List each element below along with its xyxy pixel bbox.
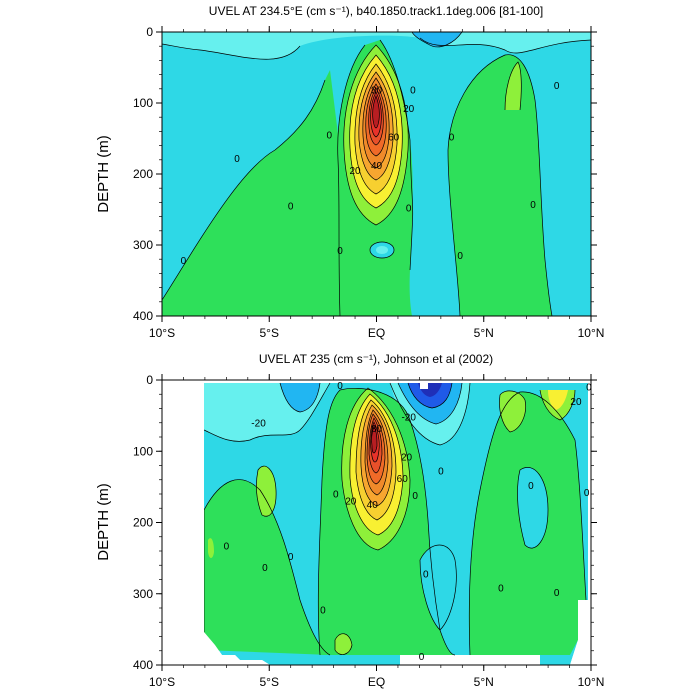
contour-label: -20 [251, 418, 266, 429]
fill-lime-deep [335, 633, 352, 655]
x-tick-label: 5°N [474, 675, 494, 689]
y-tick-label: 200 [133, 516, 153, 530]
y-tick-label: 200 [133, 167, 153, 181]
contour-lines-bottom [203, 382, 587, 656]
fill-green-south [162, 70, 350, 316]
contour-label: 0 [288, 552, 294, 563]
contour-label: 80 [371, 86, 383, 97]
y-tick-label: 300 [133, 587, 153, 601]
contour-label: 0 [438, 467, 444, 478]
panel-top-title: UVEL AT 234.5°E (cm s⁻¹), b40.1850.track… [209, 4, 543, 18]
fill-cyan-pocket2 [517, 467, 548, 549]
panel-bottom-field: 40 20 20 60 80 -20 -20 20 0 0 0 0 0 0 0 0 0 0 0 0 0 0 0 [162, 380, 592, 665]
contour-label: 20 [403, 104, 415, 115]
contour-label: 0 [528, 481, 534, 492]
fill-lime-north1 [499, 390, 526, 432]
x-tick-label: 10°S [149, 675, 175, 689]
fill-cyan-lens2 [376, 246, 388, 254]
contour-label: 0 [224, 542, 230, 553]
contour-label: 20 [570, 397, 582, 408]
contour-label: 20 [349, 166, 361, 177]
contour-lines-top [162, 32, 591, 316]
contour-label: 0 [419, 652, 425, 663]
contour-label: 0 [584, 488, 590, 499]
x-tick-label: 10°N [578, 326, 605, 340]
y-tick-label: 400 [133, 309, 153, 323]
contour-label: 0 [181, 256, 187, 267]
contour-label: 0 [449, 133, 455, 144]
contour-label: 0 [262, 563, 268, 574]
x-tick-label: 5°S [260, 675, 279, 689]
contour-label: 40 [367, 500, 379, 511]
contour-label: 0 [320, 606, 326, 617]
contour-label: 0 [333, 490, 339, 501]
contour-label: 0 [530, 200, 536, 211]
y-tick-label: 300 [133, 238, 153, 252]
x-tick-label: EQ [368, 675, 385, 689]
contour-label: 0 [234, 154, 240, 165]
panel-top-field: 40 20 20 60 80 0 0 0 0 0 0 0 0 0 0 0 [162, 32, 591, 316]
contour-labels-bottom: 40 20 20 60 80 -20 -20 20 0 0 0 0 0 0 0 0 0 0 0 0 0 0 0 [224, 381, 592, 663]
fill-cyan-light-top [162, 32, 591, 60]
contour-label: 0 [554, 81, 560, 92]
contour-label: 0 [457, 251, 463, 262]
fill-white-bottom-right [570, 382, 591, 665]
contour-label: 20 [345, 497, 357, 508]
contour-labels-top: 40 20 20 60 80 0 0 0 0 0 0 0 0 0 0 0 [181, 81, 560, 267]
fill-green-mid [204, 479, 330, 655]
panel-bottom: UVEL AT 235 (cm s⁻¹), Johnson et al (200… [95, 352, 604, 689]
contour-label: 0 [412, 491, 418, 502]
contour-label: 0 [423, 569, 429, 580]
fill-lime-west [208, 538, 214, 558]
contour-label: 0 [327, 130, 333, 141]
fill-cyan-pocket1 [420, 545, 457, 630]
contour-label: 0 [288, 201, 294, 212]
y-tick-label: 400 [133, 658, 153, 672]
fill-white-top [204, 380, 588, 383]
contour-label: 60 [397, 474, 409, 485]
fill-yellow-north [548, 390, 568, 410]
fill-green-north [448, 54, 552, 316]
fill-white-notch [420, 380, 428, 389]
contour-label: 0 [586, 383, 592, 394]
y-tick-label: 100 [133, 444, 153, 458]
contour-label: 0 [337, 246, 343, 257]
contour-label: 80 [371, 424, 383, 435]
contour-label: 0 [410, 86, 416, 97]
contour-label: 0 [498, 584, 504, 595]
contour-label: 0 [406, 204, 412, 215]
x-tick-label: 5°N [474, 326, 494, 340]
y-tick-label: 0 [146, 25, 153, 39]
contour-label: 60 [388, 133, 400, 144]
y-tick-label: 100 [133, 96, 153, 110]
x-tick-label: 10°N [578, 675, 605, 689]
x-tick-label: EQ [368, 326, 385, 340]
panel-top: UVEL AT 234.5°E (cm s⁻¹), b40.1850.track… [95, 4, 604, 340]
contour-label: 0 [554, 588, 560, 599]
fill-sky-south2 [280, 383, 320, 412]
y-tick-label: 0 [146, 373, 153, 387]
contour-label: -20 [401, 413, 416, 424]
x-tick-label: 10°S [149, 326, 175, 340]
contour-label: 0 [337, 381, 343, 392]
panel-top-ylabel: DEPTH (m) [95, 135, 112, 213]
fill-white-bottom-left [162, 380, 270, 665]
panel-bottom-title: UVEL AT 235 (cm s⁻¹), Johnson et al (200… [259, 352, 493, 366]
fill-lime-mid [256, 466, 277, 517]
fill-lime-north [505, 62, 522, 110]
contour-label: 20 [401, 452, 413, 463]
panel-bottom-ylabel: DEPTH (m) [95, 483, 112, 561]
contour-label: 40 [371, 161, 383, 172]
x-tick-label: 5°S [260, 326, 279, 340]
